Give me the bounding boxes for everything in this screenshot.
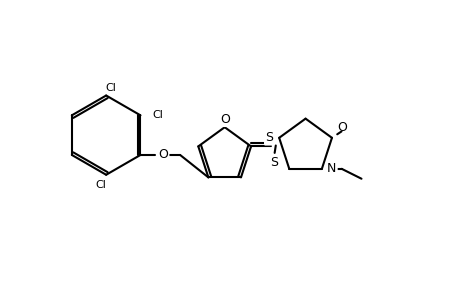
Text: O: O <box>158 148 168 161</box>
Text: O: O <box>336 122 346 134</box>
Text: Cl: Cl <box>95 180 106 190</box>
Text: N: N <box>326 162 336 175</box>
Text: S: S <box>269 156 278 169</box>
Text: S: S <box>265 131 273 144</box>
Text: Cl: Cl <box>152 110 163 120</box>
Text: Cl: Cl <box>106 82 116 93</box>
Text: O: O <box>219 113 229 126</box>
